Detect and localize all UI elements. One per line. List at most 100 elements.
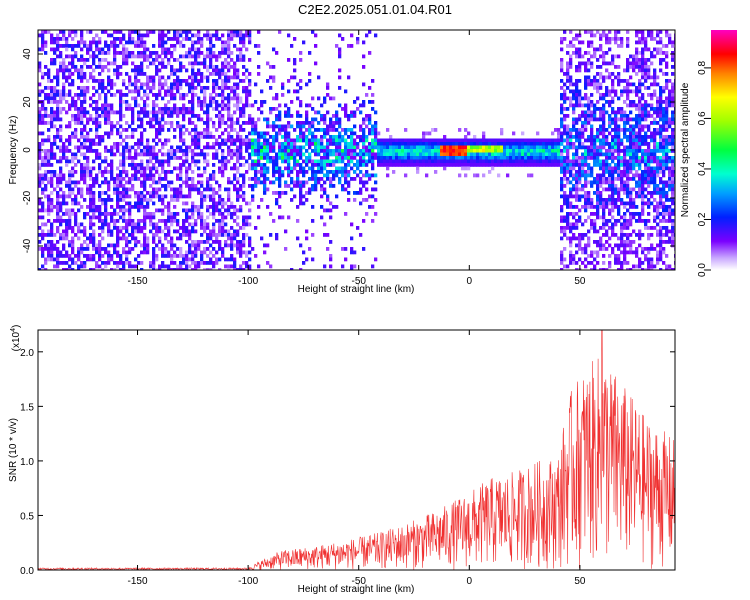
heatmap-cell [599,191,603,195]
heatmap-cell [584,177,588,181]
heatmap-cell [143,219,147,223]
heatmap-cell [311,117,315,122]
heatmap-cell [197,68,201,73]
heatmap-cell [608,236,612,241]
heatmap-cell [314,142,318,146]
heatmap-cell [83,261,87,265]
heatmap-cell [218,219,222,223]
heatmap-cell [353,114,357,118]
heatmap-cell [497,152,501,157]
heatmap-cell [191,82,195,87]
heatmap-cell [140,205,144,209]
heatmap-cell [260,142,264,146]
heatmap-cell [92,138,96,143]
heatmap-cell [314,187,318,192]
heatmap-cell [488,145,492,150]
heatmap-cell [191,250,195,255]
heatmap-cell [92,257,96,262]
heatmap-cell [245,89,249,94]
heatmap-cell [182,107,186,111]
heatmap-cell [56,44,60,48]
heatmap-cell [92,61,96,66]
heatmap-cell [119,51,123,55]
heatmap-cell [44,121,48,125]
heatmap-cell [119,163,123,167]
heatmap-cell [95,40,99,45]
heatmap-cell [191,138,195,143]
heatmap-cell [242,114,246,118]
heatmap-cell [326,159,330,164]
heatmap-cell [527,138,531,143]
heatmap-cell [38,180,42,185]
heatmap-cell [407,152,411,157]
heatmap-cell [449,159,453,164]
heatmap-cell [296,110,300,115]
heatmap-cell [587,198,591,202]
heatmap-cell [365,173,369,178]
heatmap-cell [560,177,564,181]
heatmap-cell [305,156,309,160]
heatmap-cell [146,79,150,83]
heatmap-cell [611,110,615,115]
heatmap-cell [464,142,468,146]
heatmap-cell [248,114,252,118]
heatmap-cell [293,149,297,153]
heatmap-cell [596,198,600,202]
heatmap-cell [155,226,159,230]
heatmap-cell [197,142,201,146]
heatmap-cell [59,100,63,104]
heatmap-cell [65,145,69,150]
heatmap-cell [236,243,240,248]
heatmap-cell [587,61,591,66]
heatmap-cell [92,40,96,45]
heatmap-cell [344,180,348,185]
heatmap-cell [224,243,228,248]
heatmap-cell [182,219,186,223]
heatmap-cell [215,33,219,38]
heatmap-cell [275,138,279,143]
heatmap-cell [185,180,189,185]
heatmap-cell [149,198,153,202]
heatmap-cell [212,68,216,73]
heatmap-cell [248,166,252,171]
heatmap-cell [191,107,195,111]
heatmap-cell [143,173,147,178]
heatmap-cell [194,219,198,223]
heatmap-cell [374,156,378,160]
heatmap-cell [107,82,111,87]
heatmap-cell [590,170,594,174]
heatmap-cell [590,261,594,265]
heatmap-cell [38,268,42,270]
heatmap-cell [506,145,510,150]
heatmap-cell [113,219,117,223]
heatmap-cell [239,128,243,132]
heatmap-cell [206,187,210,192]
heatmap-cell [272,138,276,143]
heatmap-cell [278,170,282,174]
heatmap-cell [275,177,279,181]
heatmap-cell [443,142,447,146]
heatmap-cell [236,33,240,38]
heatmap-cell [215,208,219,213]
heatmap-cell [41,177,45,181]
heatmap-cell [119,191,123,195]
heatmap-cell [305,149,309,153]
heatmap-cell [602,96,606,101]
heatmap-cell [431,142,435,146]
heatmap-cell [602,261,606,265]
heatmap-cell [167,250,171,255]
heatmap-cell [161,75,165,80]
heatmap-cell [602,107,606,111]
heatmap-cell [104,264,108,269]
heatmap-cell [575,65,579,69]
heatmap-cell [221,44,225,48]
heatmap-cell [125,180,129,185]
heatmap-cell [47,100,51,104]
heatmap-cell [572,107,576,111]
heatmap-cell [131,173,135,178]
heatmap-cell [500,131,504,136]
heatmap-cell [611,86,615,90]
heatmap-cell [179,268,183,270]
heatmap-cell [290,177,294,181]
heatmap-cell [59,96,63,101]
